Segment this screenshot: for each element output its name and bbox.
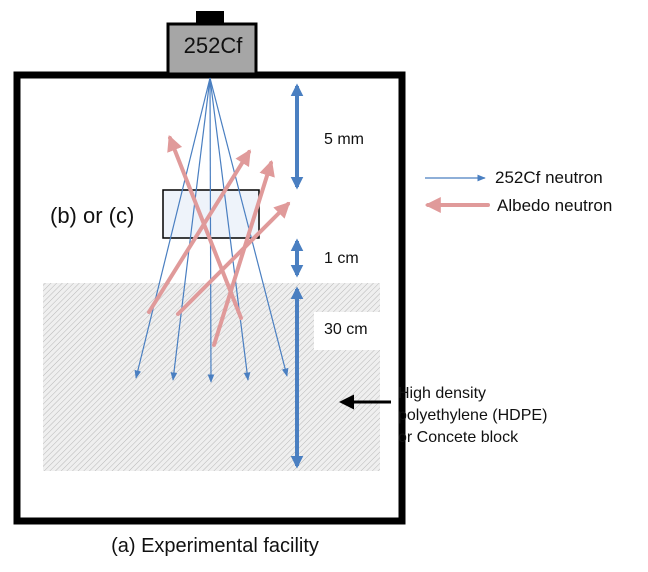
source-label: 252Cf xyxy=(183,33,243,58)
block-description-line: polyethylene (HDPE) xyxy=(398,407,548,424)
block-description: High density polyethylene (HDPE) or Conc… xyxy=(398,383,598,449)
dim-label-30cm: 30 cm xyxy=(324,321,368,338)
source-cap xyxy=(196,11,224,25)
albedo-ray xyxy=(176,201,291,316)
dim-label-bg xyxy=(314,312,382,350)
albedo-ray xyxy=(212,159,275,347)
legend-label-albedo: Albedo neutron xyxy=(497,196,613,215)
sample-label: (b) or (c) xyxy=(50,203,135,228)
albedo-ray xyxy=(167,135,243,320)
legend-label-source: 252Cf neutron xyxy=(495,168,603,187)
albedo-neutron-rays xyxy=(147,135,291,347)
source-ray xyxy=(207,77,215,383)
source-neutron-rays xyxy=(134,77,289,383)
source-ray xyxy=(209,77,251,381)
albedo-ray xyxy=(147,149,251,314)
block-description-line: or Concete block xyxy=(398,429,519,446)
source-ray xyxy=(134,77,211,379)
source-ray xyxy=(209,77,289,377)
dim-label-1cm: 1 cm xyxy=(324,250,359,267)
source-ray xyxy=(170,77,211,381)
figure-caption: (a) Experimental facility xyxy=(111,535,319,557)
source-body xyxy=(166,22,258,76)
dim-label-5mm: 5 mm xyxy=(324,131,364,148)
block-description-line: High density xyxy=(398,385,487,402)
